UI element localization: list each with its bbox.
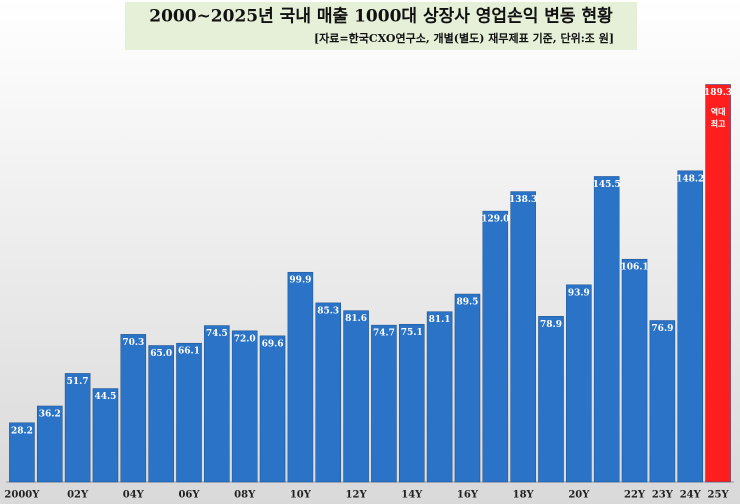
- bar: [287, 271, 314, 483]
- x-tick-label: 04Y: [123, 490, 145, 501]
- value-label: 36.2: [39, 409, 61, 419]
- value-label: 69.6: [262, 339, 284, 349]
- bar: [259, 335, 286, 483]
- bar: [705, 84, 731, 483]
- title-band: [125, 2, 637, 50]
- bar: [538, 316, 564, 483]
- bar: [510, 191, 536, 483]
- value-label: 70.3: [122, 338, 144, 348]
- bar: [398, 324, 425, 483]
- bar: [426, 311, 453, 483]
- value-label: 66.1: [178, 347, 200, 357]
- value-label: 44.5: [95, 392, 117, 402]
- annotation: 최고: [711, 118, 726, 128]
- chart-title: 2000~2025년 국내 매출 1000대 상장사 영업손익 변동 현황: [149, 7, 613, 27]
- value-label: 81.6: [345, 314, 367, 324]
- value-label: 85.3: [317, 306, 339, 316]
- value-label: 93.9: [568, 288, 590, 298]
- bar: [92, 388, 119, 483]
- value-label: 74.7: [373, 329, 395, 339]
- value-label: 81.1: [429, 315, 451, 325]
- bar: [9, 422, 35, 483]
- x-tick-label: 14Y: [401, 490, 423, 501]
- value-label: 74.5: [206, 329, 228, 339]
- bar: [482, 210, 509, 483]
- value-label: 78.9: [540, 320, 562, 330]
- bar: [371, 324, 397, 483]
- value-label: 99.9: [289, 276, 311, 286]
- bar: [454, 293, 481, 483]
- x-tick-label: 12Y: [346, 490, 368, 501]
- bar: [36, 405, 63, 483]
- x-tick-label: 25Y: [708, 490, 730, 501]
- bar: [315, 302, 342, 483]
- bar: [621, 258, 648, 483]
- value-label: 138.3: [509, 195, 537, 205]
- x-tick-label: 20Y: [568, 490, 590, 501]
- value-label: 76.9: [651, 324, 673, 334]
- bar: [343, 310, 369, 483]
- bar: [120, 334, 147, 483]
- x-tick-label: 02Y: [67, 490, 89, 501]
- value-label: 65.0: [150, 349, 172, 359]
- value-label: 51.7: [67, 377, 89, 387]
- value-label: 89.5: [457, 298, 479, 308]
- bar: [176, 342, 202, 483]
- value-label: 28.2: [11, 426, 33, 436]
- value-label: 106.1: [620, 263, 648, 273]
- x-tick-label: 10Y: [290, 490, 312, 501]
- x-tick-label: 06Y: [178, 490, 200, 501]
- chart-subtitle: [자료=한국CXO연구소, 개별(별도) 재무제표 기준, 단위:조 원]: [314, 31, 614, 45]
- x-tick-label: 24Y: [680, 490, 702, 501]
- value-label: 72.0: [234, 334, 256, 344]
- x-tick-label: 16Y: [457, 490, 479, 501]
- x-tick-label: 08Y: [234, 490, 256, 501]
- bar: [649, 320, 676, 483]
- bar: [204, 325, 230, 483]
- value-label: 129.0: [481, 215, 509, 225]
- value-label: 145.5: [593, 180, 621, 190]
- value-label: 148.2: [676, 174, 704, 184]
- annotation: 역대: [711, 106, 726, 116]
- bar: [231, 330, 258, 483]
- bar: [64, 373, 91, 483]
- x-tick-label: 2000Y: [4, 490, 40, 501]
- bar: [566, 284, 592, 483]
- bar: [593, 176, 620, 483]
- value-label: 75.1: [401, 328, 423, 338]
- x-tick-label: 22Y: [624, 490, 646, 501]
- bar: [677, 170, 704, 483]
- x-tick-label: 18Y: [513, 490, 535, 501]
- value-label: 189.3: [704, 88, 732, 98]
- x-tick-label: 23Y: [652, 490, 674, 501]
- bar: [148, 345, 174, 483]
